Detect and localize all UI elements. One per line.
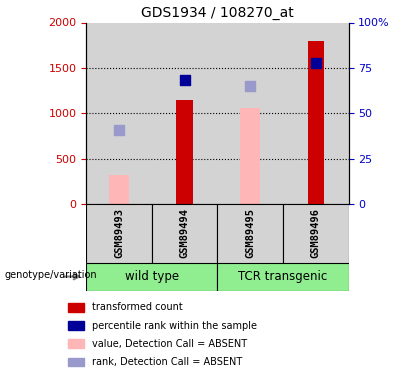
Bar bbox=[68, 303, 84, 312]
Bar bbox=[152, 22, 218, 204]
Bar bbox=[86, 262, 218, 291]
Text: wild type: wild type bbox=[125, 270, 179, 283]
Point bbox=[312, 60, 319, 66]
Bar bbox=[86, 204, 152, 262]
Text: transformed count: transformed count bbox=[92, 302, 183, 312]
Title: GDS1934 / 108270_at: GDS1934 / 108270_at bbox=[141, 6, 294, 20]
Bar bbox=[68, 358, 84, 366]
Bar bbox=[176, 100, 193, 204]
Bar bbox=[218, 22, 283, 204]
Bar bbox=[218, 262, 349, 291]
Bar bbox=[152, 204, 218, 262]
Bar bbox=[109, 175, 129, 204]
Bar bbox=[86, 22, 152, 204]
Text: TCR transgenic: TCR transgenic bbox=[239, 270, 328, 283]
Bar bbox=[68, 339, 84, 348]
Text: GSM89493: GSM89493 bbox=[114, 209, 124, 258]
Text: genotype/variation: genotype/variation bbox=[4, 270, 97, 280]
Text: value, Detection Call = ABSENT: value, Detection Call = ABSENT bbox=[92, 339, 247, 349]
Bar bbox=[307, 41, 324, 204]
Bar bbox=[68, 321, 84, 330]
Bar bbox=[283, 204, 349, 262]
Text: GSM89496: GSM89496 bbox=[311, 209, 321, 258]
Bar bbox=[240, 108, 260, 204]
Text: GSM89494: GSM89494 bbox=[179, 209, 189, 258]
Bar bbox=[283, 22, 349, 204]
Point bbox=[247, 83, 254, 89]
Point bbox=[181, 77, 188, 83]
Text: rank, Detection Call = ABSENT: rank, Detection Call = ABSENT bbox=[92, 357, 242, 367]
Bar bbox=[218, 204, 283, 262]
Text: GSM89495: GSM89495 bbox=[245, 209, 255, 258]
Text: percentile rank within the sample: percentile rank within the sample bbox=[92, 321, 257, 330]
Point bbox=[116, 127, 122, 133]
